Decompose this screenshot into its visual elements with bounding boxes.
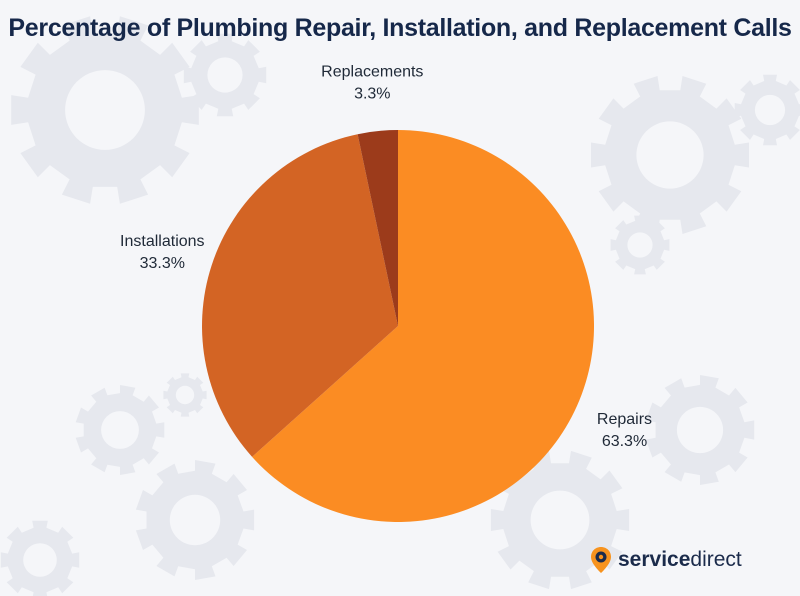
slice-label-replacements: Replacements xyxy=(321,63,423,80)
background-gear-hole xyxy=(636,121,704,189)
brand-name-part2: direct xyxy=(690,548,742,571)
brand-name: servicedirect xyxy=(618,548,742,572)
background-gear-hole xyxy=(23,543,57,577)
slice-label-repairs: Repairs xyxy=(597,411,652,428)
background-gear-hole xyxy=(101,411,139,449)
background-gear-hole xyxy=(175,385,195,405)
background-gear-hole xyxy=(169,494,221,546)
chart-title: Percentage of Plumbing Repair, Installat… xyxy=(8,14,792,42)
pie-slice-repairs xyxy=(252,130,595,522)
background-gear-hole xyxy=(627,232,653,258)
pie-slice-replacements xyxy=(357,130,398,326)
slice-label-installations: Installations xyxy=(120,233,205,250)
background-gear-hole xyxy=(207,57,243,93)
pie-slice-installations xyxy=(202,134,398,457)
brand-name-part1: service xyxy=(618,548,691,571)
slice-value-replacements: 3.3% xyxy=(354,85,390,102)
location-pin-gear-icon xyxy=(591,547,611,573)
background-gear-hole xyxy=(530,490,590,550)
slice-value-installations: 33.3% xyxy=(140,255,185,272)
background-gear-hole xyxy=(676,406,724,454)
background-gear-hole xyxy=(754,94,786,126)
background-gear-hole xyxy=(65,70,145,150)
brand-logo: servicedirect xyxy=(590,546,742,574)
slice-value-repairs: 63.3% xyxy=(602,433,647,450)
